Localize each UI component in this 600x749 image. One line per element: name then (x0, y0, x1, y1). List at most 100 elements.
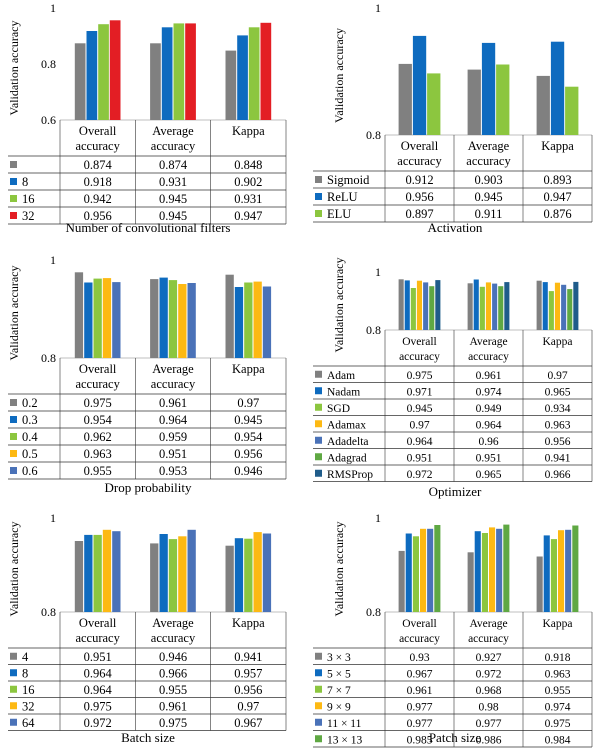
chart-caption: Patch size (429, 730, 482, 745)
legend-label: ReLU (327, 190, 358, 204)
table-value: 0.975 (407, 370, 433, 382)
table-header-label-line2: accuracy (468, 633, 509, 645)
bar (573, 281, 579, 330)
bar (93, 534, 102, 612)
legend-label: 4 (22, 650, 29, 664)
bar (548, 291, 554, 330)
bar (234, 538, 244, 612)
table-header-label: Kappa (542, 618, 572, 630)
table-value: 0.945 (407, 403, 433, 415)
bar (262, 533, 272, 612)
bar (84, 534, 93, 612)
legend-swatch (315, 387, 322, 395)
table-value: 0.947 (543, 190, 571, 204)
bar (542, 282, 548, 330)
legend-swatch (10, 195, 17, 202)
bar (150, 543, 159, 612)
bar (74, 272, 84, 359)
table-header-label: Kappa (232, 124, 265, 138)
bar (427, 73, 441, 135)
table-value: 0.902 (234, 175, 262, 189)
legend-swatch (10, 399, 17, 406)
table-header-label-line1: Overall (79, 124, 117, 138)
legend-swatch (315, 685, 322, 693)
legend-swatch (10, 450, 17, 457)
table-value: 0.964 (84, 683, 113, 697)
table-value: 0.98 (478, 701, 498, 713)
table-header-label-line2: accuracy (466, 154, 511, 168)
table-value: 0.986 (476, 734, 502, 746)
bar (187, 283, 196, 358)
bar (187, 529, 196, 613)
legend-label: Adadelta (327, 436, 369, 448)
bar (572, 525, 579, 612)
legend-label: 16 (22, 683, 35, 697)
legend-label: 0.3 (22, 413, 38, 427)
legend-swatch (315, 702, 322, 710)
legend-swatch (10, 433, 17, 440)
bar (398, 279, 404, 331)
bar (504, 282, 510, 330)
bar (536, 280, 542, 330)
table-value: 0.967 (234, 716, 262, 730)
table-value: 0.963 (545, 419, 571, 431)
table-value: 0.931 (159, 175, 187, 189)
bar (496, 64, 510, 135)
y-axis-label: Validation accuracy (332, 258, 346, 353)
legend-label: Adagrad (327, 452, 367, 464)
table-value: 0.97 (409, 419, 429, 431)
table-header-label-line1: Average (468, 139, 510, 153)
table-header-label-line1: Overall (401, 139, 439, 153)
bar (185, 23, 196, 120)
table-header-label-line1: Average (469, 336, 507, 348)
bar (168, 280, 178, 358)
table-header-label-line2: accuracy (75, 377, 120, 391)
bar (412, 35, 427, 135)
bar (86, 31, 98, 120)
bar (260, 22, 272, 120)
y-tick-label: 0.8 (366, 323, 381, 337)
table-header-label-line2: accuracy (397, 154, 442, 168)
bar (550, 41, 565, 136)
table-value: 0.964 (476, 419, 502, 431)
legend-swatch (315, 210, 322, 217)
bar (178, 536, 187, 612)
table-value: 0.961 (159, 699, 187, 713)
bar (427, 528, 434, 612)
table-value: 0.893 (543, 173, 571, 187)
bar (554, 282, 560, 330)
bar (109, 20, 121, 120)
legend-swatch (315, 718, 322, 726)
table-value: 0.963 (545, 668, 571, 680)
chart-caption: Number of convolutional filters (66, 220, 231, 235)
table-header-label-line1: Overall (402, 336, 436, 348)
table-value: 0.977 (407, 701, 433, 713)
legend-swatch (10, 467, 17, 474)
table-value: 0.961 (476, 370, 502, 382)
legend-swatch (315, 193, 322, 200)
table-value: 0.972 (407, 469, 433, 481)
bar (74, 541, 84, 612)
table-value: 0.954 (234, 430, 263, 444)
legend-label: Sigmoid (327, 173, 370, 187)
legend-swatch (10, 669, 17, 677)
table-value: 0.959 (159, 430, 187, 444)
table-value: 0.977 (476, 718, 502, 730)
table-value: 0.951 (407, 452, 433, 464)
bar (434, 525, 441, 612)
bar (234, 287, 244, 358)
chart-caption: Drop probability (104, 480, 192, 495)
y-axis-label: Validation accuracy (332, 522, 346, 617)
bar (543, 535, 550, 612)
y-tick-label: 0.8 (366, 605, 381, 619)
bar (405, 533, 412, 612)
table-value: 0.945 (474, 190, 502, 204)
legend-swatch (10, 702, 17, 710)
table-header-label-line2: accuracy (151, 139, 196, 153)
table-header-label-line2: accuracy (75, 139, 120, 153)
legend-label: Adamax (327, 419, 366, 431)
table-value: 0.984 (545, 734, 571, 746)
table-value: 0.977 (407, 718, 433, 730)
